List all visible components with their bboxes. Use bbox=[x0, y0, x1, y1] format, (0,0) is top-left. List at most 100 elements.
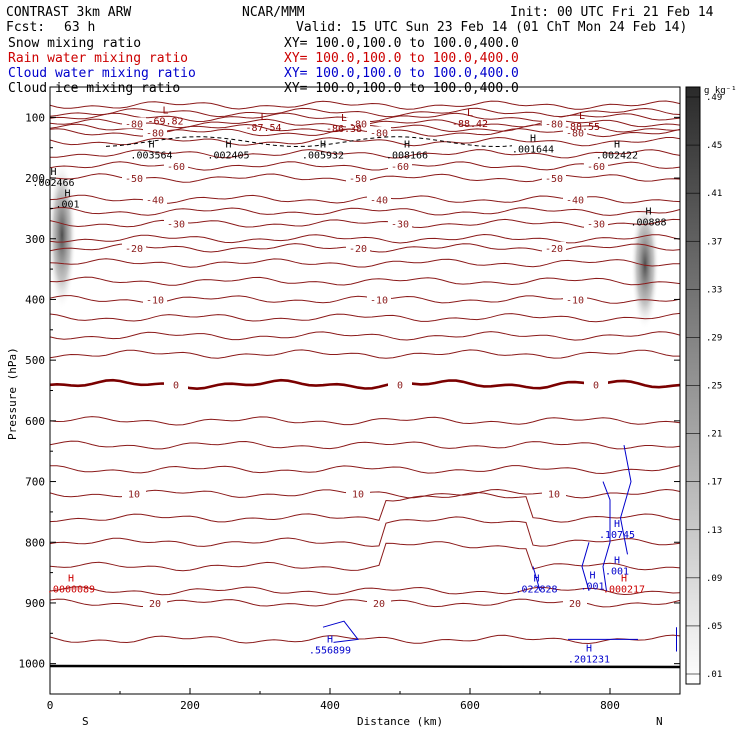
temperature-contour bbox=[50, 634, 680, 645]
colorbar-ticks: .01 .05 .09 .13 .17 .21 .25 .29 .33 .37 .41 .45 .49 bbox=[686, 93, 722, 680]
contour-label-bg bbox=[143, 293, 167, 305]
extremum-marker: H bbox=[530, 134, 536, 145]
y-tick-label: 600 bbox=[25, 415, 45, 428]
extremum-marker: H bbox=[320, 140, 326, 151]
contour-label: -10 bbox=[370, 295, 388, 306]
extremum-value: .0000089 bbox=[47, 585, 95, 596]
temperature-contour bbox=[50, 541, 680, 572]
x-tick-label: 600 bbox=[460, 699, 480, 712]
x-end-right: N bbox=[656, 715, 663, 728]
y-tick-label: 200 bbox=[25, 172, 45, 185]
plot-area: -80 -80 -80-80 -80 -80-60 -60 -60-50 -50 -50-40-… bbox=[50, 100, 680, 652]
contour-label: -30 bbox=[391, 220, 409, 231]
contour-label: -80 bbox=[125, 119, 143, 130]
extremum-annotation: H.001644 bbox=[512, 134, 554, 156]
extremum-value: .001 bbox=[55, 199, 79, 210]
extremum-marker: H bbox=[645, 206, 651, 217]
contour-label: -10 bbox=[146, 295, 164, 306]
field-xy-cloud-water: XY= 100.0,100.0 to 100.0,400.0 bbox=[284, 66, 519, 81]
colorbar-tick-label: .37 bbox=[706, 237, 722, 247]
header-fcst-value: 63 h bbox=[64, 20, 95, 35]
colorbar-tick-label: .01 bbox=[706, 670, 722, 680]
extremum-marker: L bbox=[341, 113, 347, 124]
contour-label-bg bbox=[143, 193, 167, 205]
contour-label: -60 bbox=[391, 162, 409, 173]
extremum-annotation: L-87.54 bbox=[245, 112, 281, 134]
contour-label-bg bbox=[346, 172, 370, 184]
extremum-marker: H bbox=[327, 634, 333, 645]
contour-label-bg bbox=[367, 293, 391, 305]
colorbar-tick-label: .41 bbox=[706, 189, 722, 199]
temperature-contour bbox=[50, 312, 680, 323]
temperature-contour bbox=[50, 465, 680, 475]
extremum-annotation: H.201231 bbox=[568, 644, 610, 666]
contour-label-bg bbox=[367, 596, 391, 608]
contour-label: -50 bbox=[125, 174, 143, 185]
contour-label: -20 bbox=[125, 244, 143, 255]
contour-label: 10 bbox=[548, 490, 560, 501]
extremum-annotation: H.001 bbox=[605, 555, 629, 577]
extremum-marker: H bbox=[404, 140, 410, 151]
temperature-contour bbox=[50, 586, 680, 596]
contour-label: -30 bbox=[167, 220, 185, 231]
temperature-contour bbox=[50, 218, 680, 229]
contour-label-bg bbox=[143, 596, 167, 608]
extremum-value: .00888 bbox=[630, 217, 666, 228]
extremum-annotation: H.001 bbox=[55, 188, 79, 210]
field-name-cloud-ice: Cloud ice mixing ratio bbox=[8, 81, 180, 96]
extremum-marker: H bbox=[50, 167, 56, 178]
contour-label: -80 bbox=[349, 119, 367, 130]
x-axis: 0 200 400 600 800 bbox=[47, 688, 620, 712]
extremum-marker: H bbox=[586, 644, 592, 655]
header-title: CONTRAST 3km ARW bbox=[6, 5, 131, 20]
cloud-water-contour bbox=[602, 481, 611, 591]
extremum-annotation: L-86.38 bbox=[326, 113, 362, 135]
temperature-contour bbox=[50, 258, 680, 268]
contour-label-bg bbox=[388, 217, 412, 229]
temperature-contour bbox=[50, 100, 680, 110]
extremum-annotation: H.556899 bbox=[309, 634, 351, 656]
contour-label-bg bbox=[122, 241, 146, 253]
extremum-annotation: H.001 bbox=[580, 571, 604, 593]
extremum-marker: H bbox=[614, 555, 620, 566]
contour-label: 20 bbox=[373, 599, 385, 610]
y-tick-label: 400 bbox=[25, 293, 45, 306]
colorbar-unit: g kg⁻¹ bbox=[704, 86, 737, 96]
contour-label: -50 bbox=[545, 174, 563, 185]
y-tick-label: 100 bbox=[25, 111, 45, 124]
x-end-left: S bbox=[82, 715, 89, 728]
extremum-marker: H bbox=[64, 188, 70, 199]
field-name-rain: Rain water mixing ratio bbox=[8, 51, 188, 66]
x-tick-label: 400 bbox=[320, 699, 340, 712]
extremum-value: .10745 bbox=[599, 530, 635, 541]
temperature-contour bbox=[50, 276, 680, 286]
contour-label-bg bbox=[122, 117, 146, 129]
y-tick-label: 700 bbox=[25, 476, 45, 489]
contour-label: -30 bbox=[587, 220, 605, 231]
extremum-annotation: H.008166 bbox=[386, 140, 428, 162]
contour-label-bg bbox=[584, 159, 608, 171]
contour-label: -80 bbox=[545, 119, 563, 130]
extremum-value: .001644 bbox=[512, 145, 554, 156]
extremum-value: .201231 bbox=[568, 655, 610, 666]
extremum-marker: H bbox=[68, 574, 74, 585]
extremum-value: .005932 bbox=[302, 151, 344, 162]
contour-label-bg bbox=[164, 217, 188, 229]
temperature-contour bbox=[50, 107, 680, 118]
contour-label: 0 bbox=[397, 380, 403, 391]
extremum-marker: L bbox=[162, 106, 168, 117]
extremum-marker: H bbox=[533, 574, 539, 585]
cloud-water-contour bbox=[581, 542, 590, 591]
extremum-annotation: L-88.42 bbox=[452, 108, 488, 130]
colorbar-tick-label: .13 bbox=[706, 526, 722, 536]
extremum-annotation: H.10745 bbox=[599, 519, 635, 541]
colorbar-tick-label: .21 bbox=[706, 430, 722, 440]
contour-label-bg bbox=[388, 378, 412, 390]
contour-label-bg bbox=[584, 217, 608, 229]
contour-label-bg bbox=[367, 193, 391, 205]
extremum-value: -87.54 bbox=[245, 123, 281, 134]
contour-label-bg bbox=[563, 596, 587, 608]
extremum-annotation: H.00888 bbox=[630, 206, 666, 228]
